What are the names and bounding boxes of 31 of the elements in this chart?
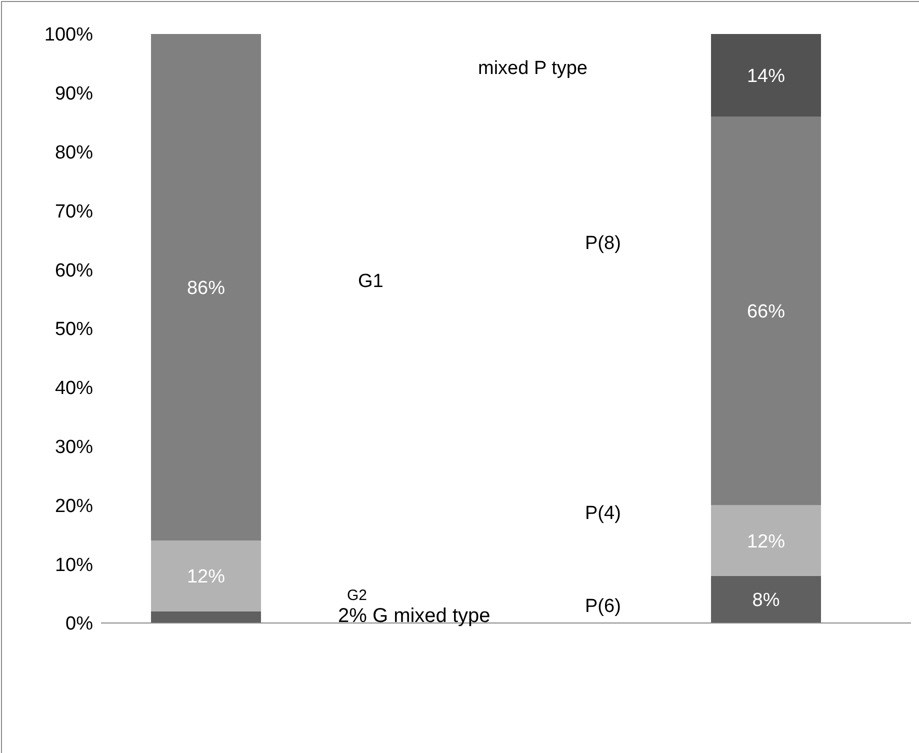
- y-tick-label: 60%: [54, 260, 94, 282]
- y-tick-label: 20%: [54, 496, 94, 517]
- annotation: G2: [347, 587, 368, 604]
- bar: [711, 576, 821, 623]
- data-label: 66%: [746, 302, 786, 323]
- y-tick-label: 80%: [54, 142, 94, 164]
- data-label: 86%: [186, 278, 226, 300]
- y-tick-label: 50%: [54, 319, 94, 340]
- y-tick-label: 40%: [54, 378, 94, 400]
- data-label: 8%: [752, 590, 780, 612]
- y-tick-label: 10%: [54, 554, 94, 576]
- bar: [711, 505, 821, 576]
- y-tick-label: 70%: [54, 201, 94, 222]
- annotation: mixed P type: [478, 58, 588, 80]
- data-label: 12%: [186, 566, 226, 588]
- y-tick-label: 90%: [54, 84, 94, 105]
- bar: [711, 34, 821, 116]
- annotation: 2% G mixed type: [338, 605, 490, 628]
- bar: [151, 611, 261, 623]
- y-tick-label: 0%: [66, 614, 94, 635]
- bar: [151, 34, 261, 541]
- bar: [151, 540, 261, 612]
- bar: [711, 116, 821, 506]
- annotation: P(4): [585, 503, 621, 525]
- data-label: 12%: [746, 531, 786, 552]
- annotation: P(8): [585, 233, 621, 255]
- annotation: P(6): [585, 596, 621, 618]
- y-tick-label: 30%: [54, 437, 94, 458]
- y-tick-label: 100%: [44, 24, 94, 46]
- data-label: 14%: [746, 66, 786, 87]
- annotation: G1: [358, 271, 384, 293]
